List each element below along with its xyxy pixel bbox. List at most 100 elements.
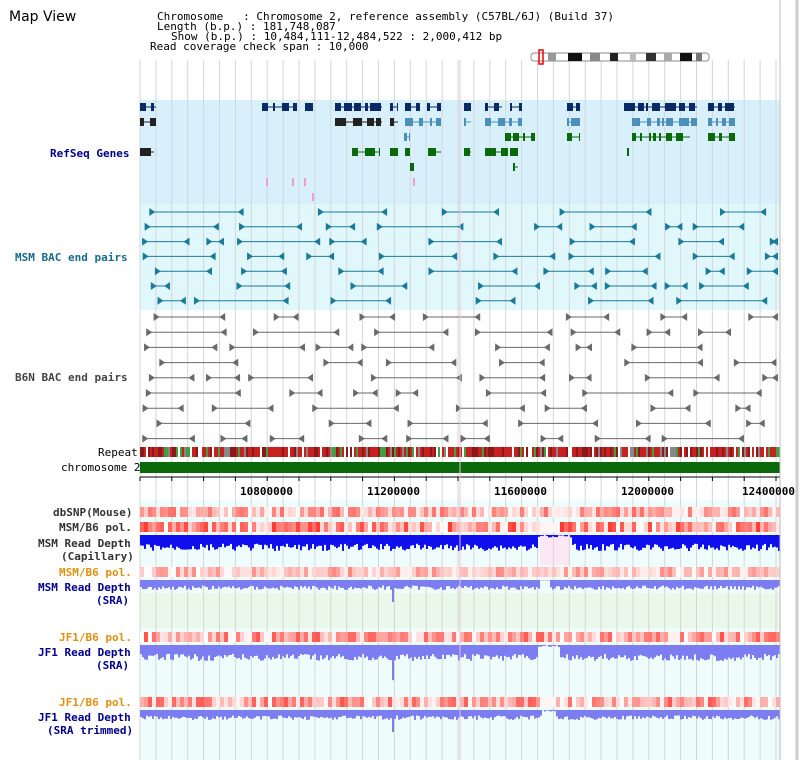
msm-sra-depth-bar — [606, 580, 608, 588]
gene-exon — [518, 118, 522, 126]
jf1-sra-depth-bar — [478, 645, 480, 655]
track-label-msm-b6-pol[interactable]: MSM/B6 pol. — [59, 521, 132, 534]
jf1-trimmed-depth-bar — [354, 710, 356, 719]
msm-capillary-depth-bar — [494, 535, 496, 547]
track-label-chromosome[interactable]: chromosome 2 — [61, 461, 141, 474]
dbsnp-cell — [200, 507, 204, 517]
msm-bac-pair-end — [381, 208, 388, 216]
chromosome-ideogram[interactable] — [530, 49, 710, 65]
msm-capillary-depth-bar — [404, 535, 406, 551]
jf1-sra-depth-bar — [364, 645, 366, 658]
track-label-jf1-b6-pol-2[interactable]: JF1/B6 pol. — [59, 696, 132, 709]
b6n-bac-pair-end — [660, 313, 667, 321]
msm-sra-depth-bar — [248, 580, 250, 587]
msm-capillary-depth-bar — [664, 535, 666, 547]
track-label-repeat[interactable]: Repeat — [98, 446, 138, 459]
msm-b6-pol-cell — [444, 522, 448, 532]
msm-capillary-depth-bar — [648, 535, 650, 546]
msm-sra-depth-bar — [212, 580, 214, 586]
track-label-jf1-depth-trimmed[interactable]: JF1 Read Depth — [38, 711, 131, 724]
repeat-element — [284, 447, 286, 457]
track-label-dbsnp[interactable]: dbSNP(Mouse) — [53, 506, 133, 519]
msm-capillary-depth-bar — [188, 535, 190, 550]
b6n-bac-end-pairs[interactable] — [142, 313, 778, 443]
msm-b6-pol-2-cell — [652, 567, 656, 577]
jf1-b6-pol-cell — [472, 632, 476, 642]
gene-exon — [676, 133, 683, 141]
jf1-trimmed-depth-bar — [384, 710, 386, 719]
msm-bac-end-pairs[interactable] — [142, 208, 778, 305]
dbsnp-cell — [628, 507, 632, 517]
jf1-trimmed-depth-bar — [628, 710, 630, 716]
jf1-sra-depth-bar — [594, 645, 596, 661]
msm-sra-depth-bar — [574, 580, 576, 587]
jf1-trimmed-depth-bar — [494, 710, 496, 718]
track-label-b6n-bac[interactable]: B6N BAC end pairs — [15, 371, 128, 384]
msm-sra-depth-bar — [380, 580, 382, 588]
jf1-sra-depth-bar — [312, 645, 314, 656]
track-label-msm-b6-pol-2[interactable]: MSM/B6 pol. — [59, 566, 132, 579]
msm-capillary-depth-bar — [672, 535, 674, 548]
gene-exon — [708, 118, 712, 126]
jf1-b6-pol-cell — [772, 632, 776, 642]
jf1-b6-pol-2-cell — [328, 697, 332, 707]
dbsnp-cell — [752, 507, 756, 517]
dbsnp-cell — [692, 507, 696, 517]
msm-b6-pol-cell — [340, 522, 344, 532]
msm-capillary-depth-bar — [678, 535, 680, 549]
jf1-b6-pol-2-cell — [460, 697, 464, 707]
msm-sra-depth-bar — [436, 580, 438, 590]
b6n-bac-pair-end — [681, 313, 688, 321]
jf1-trimmed-depth-bar — [598, 710, 600, 718]
track-label-msm-depth-sra-sub: (SRA) — [96, 594, 130, 607]
dbsnp-cell — [512, 507, 516, 517]
jf1-sra-depth-bar — [752, 645, 754, 656]
dbsnp-cell — [364, 507, 368, 517]
b6n-bac-pair-end — [474, 313, 481, 321]
repeat-element — [616, 447, 618, 457]
msm-sra-depth-bar — [642, 580, 644, 586]
msm-b6-pol-cell — [276, 522, 280, 532]
jf1-b6-pol-cell — [484, 632, 488, 642]
msm-b6-pol-cell — [328, 522, 332, 532]
msm-b6-pol-2-cell — [156, 567, 160, 577]
jf1-trimmed-depth-bar — [238, 710, 240, 716]
jf1-sra-depth-bar — [392, 645, 394, 681]
msm-capillary-depth-bar — [652, 535, 654, 548]
msm-b6-pol-cell — [372, 522, 376, 532]
msm-sra-depth-bar — [364, 580, 366, 588]
jf1-b6-pol-cell — [356, 632, 360, 642]
jf1-sra-depth-bar — [576, 645, 578, 656]
repeat-element — [770, 447, 772, 457]
dbsnp-cell — [684, 507, 688, 517]
msm-capillary-depth-bar — [316, 535, 318, 547]
jf1-trimmed-depth-bar — [632, 710, 634, 720]
jf1-trimmed-depth-bar — [766, 710, 768, 720]
jf1-trimmed-depth-bar — [506, 710, 508, 719]
track-label-jf1-b6-pol[interactable]: JF1/B6 pol. — [59, 631, 132, 644]
jf1-sra-depth-bar — [244, 645, 246, 658]
msm-bac-pair-end — [164, 282, 171, 290]
msm-capillary-depth-bar — [724, 535, 726, 547]
refseq-genes-features[interactable] — [140, 103, 735, 201]
gene-exon — [390, 118, 394, 126]
track-label-msm-depth-capillary[interactable]: MSM Read Depth — [38, 537, 131, 550]
track-label-msm-bac[interactable]: MSM BAC end pairs — [15, 251, 128, 264]
msm-capillary-depth-bar — [222, 535, 224, 544]
dbsnp-cell — [272, 507, 276, 517]
track-label-refseq[interactable]: RefSeq Genes — [50, 147, 130, 160]
msm-capillary-depth-bar — [324, 535, 326, 545]
track-label-jf1-depth-sra[interactable]: JF1 Read Depth — [38, 646, 131, 659]
repeat-element — [334, 447, 336, 457]
read-depth-plots[interactable] — [140, 535, 780, 732]
track-label-msm-depth-sra[interactable]: MSM Read Depth — [38, 581, 131, 594]
repeat-element — [594, 447, 596, 457]
repeat-element — [686, 447, 688, 457]
msm-bac-pair-end — [699, 282, 706, 290]
polymorphism-heat-strips[interactable] — [140, 507, 780, 707]
jf1-trimmed-depth-bar — [722, 710, 724, 720]
msm-b6-pol-cell — [308, 522, 312, 532]
msm-b6-pol-2-cell — [200, 567, 204, 577]
msm-capillary-depth-bar — [708, 535, 710, 546]
